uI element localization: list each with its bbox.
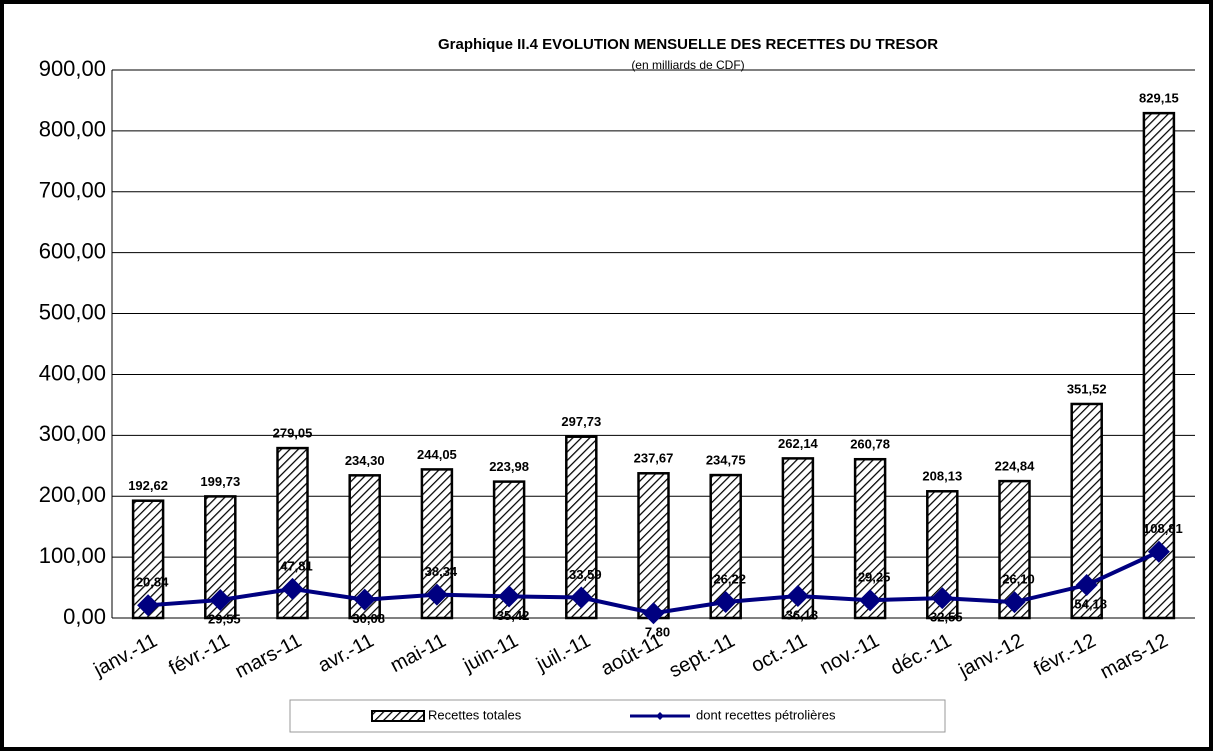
bar-value-label: 262,14 [778,436,819,451]
line-marker [570,586,593,609]
line-marker [425,583,448,606]
chart-title: Graphique II.4 EVOLUTION MENSUELLE DES R… [438,36,938,53]
bar-value-label: 234,75 [706,453,746,468]
line-marker [209,589,232,612]
bar-value-label: 829,15 [1139,91,1179,106]
line-value-label: 30,08 [352,611,385,626]
legend-label: dont recettes pétrolières [696,707,836,722]
y-tick-label: 100,00 [39,543,106,568]
legend-swatch [656,712,664,720]
bar-value-label: 351,52 [1067,381,1107,396]
line-value-label: 26,10 [1002,572,1035,587]
line-value-label: 29,55 [208,611,241,626]
bar-value-label: 223,98 [489,459,529,474]
y-tick-label: 200,00 [39,482,106,507]
bar [637,472,670,620]
line-marker [1075,574,1098,597]
legend-swatch [371,710,425,722]
bar-value-label: 192,62 [128,478,168,493]
y-tick-label: 0,00 [63,604,106,629]
y-tick-label: 600,00 [39,238,106,263]
y-tick-label: 900,00 [39,56,106,81]
y-tick-label: 400,00 [39,360,106,385]
y-tick-label: 700,00 [39,178,106,203]
line-marker [353,588,376,611]
line-marker [498,585,521,608]
line-marker [1147,540,1170,563]
bar-value-label: 208,13 [922,469,962,484]
y-tick-label: 300,00 [39,421,106,446]
legend-label: Recettes totales [428,707,522,722]
line-marker [642,602,665,625]
bar-value-label: 234,30 [345,453,385,468]
line-value-label: 36,13 [786,607,819,622]
line-marker [931,587,954,610]
bar-value-label: 244,05 [417,447,457,462]
line-marker [859,589,882,612]
line-value-label: 108,81 [1143,521,1183,536]
line-value-label: 54,18 [1074,596,1107,611]
bar-value-label: 297,73 [561,414,601,429]
line-value-label: 7,80 [645,625,670,640]
line-value-label: 35,42 [497,608,530,623]
line-value-label: 33,59 [569,567,602,582]
line-marker [137,594,160,617]
line-marker [281,577,304,600]
line-value-label: 29,25 [858,570,891,585]
bar-value-label: 237,67 [634,451,674,466]
line-value-label: 47,81 [280,558,313,573]
line-value-label: 38,34 [425,564,458,579]
bar-value-label: 199,73 [200,474,240,489]
line-value-label: 26,22 [713,571,746,586]
bar-value-label: 279,05 [273,426,313,441]
line-marker [1003,591,1026,614]
line-marker [714,591,737,614]
y-tick-label: 500,00 [39,299,106,324]
bar [1142,111,1176,620]
line-value-label: 20,84 [136,575,169,590]
line-value-label: 32,55 [930,610,963,625]
y-tick-label: 800,00 [39,117,106,142]
chart-subtitle: (en milliards de CDF) [631,58,744,72]
line-marker [786,585,809,608]
bar-value-label: 260,78 [850,437,890,452]
bar-value-label: 224,84 [995,459,1036,474]
